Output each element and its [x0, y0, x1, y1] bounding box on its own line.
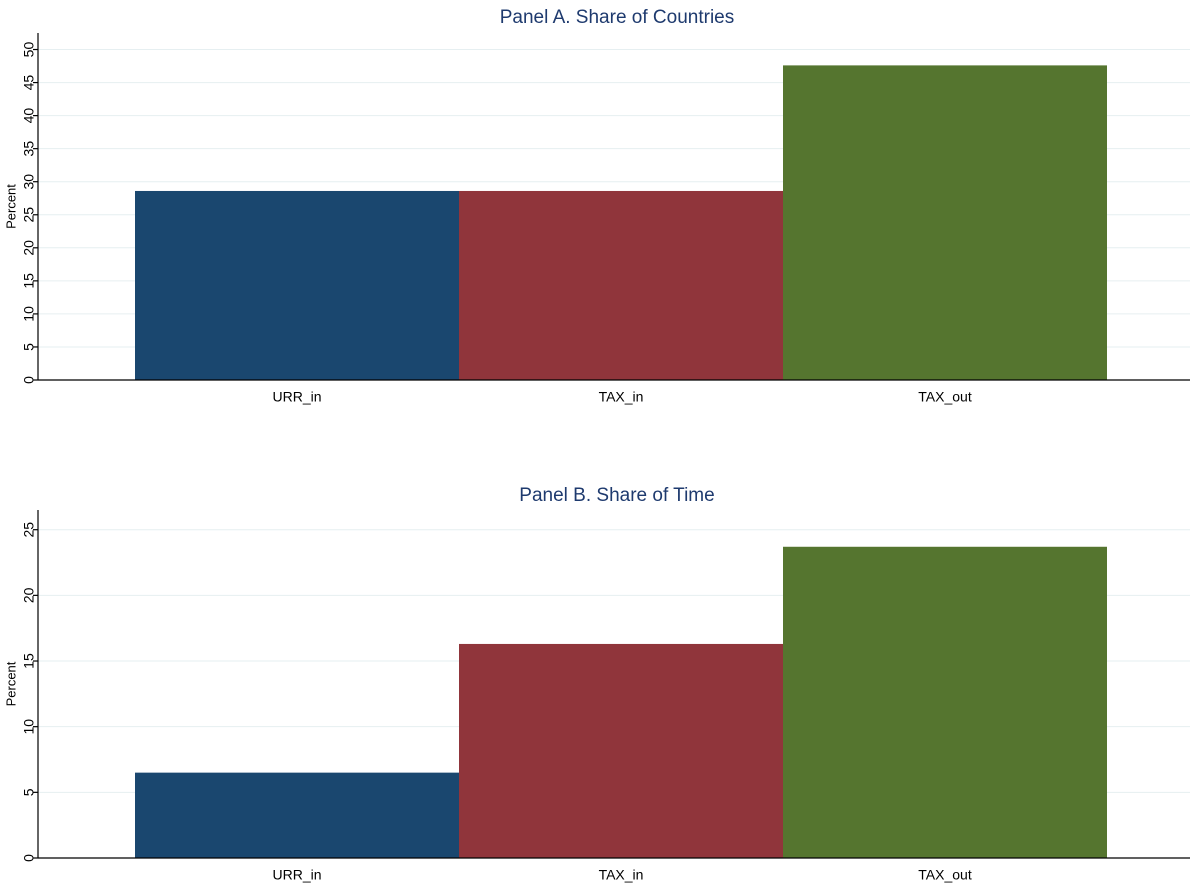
bar	[783, 546, 1107, 858]
bar	[459, 190, 783, 380]
y-tick-label: 35	[21, 141, 37, 157]
x-tick-label: TAX_out	[918, 867, 972, 883]
y-tick-label: 25	[21, 207, 37, 223]
y-tick-label: 15	[21, 273, 37, 289]
y-tick-label: 45	[21, 75, 37, 91]
y-tick-label: 15	[21, 653, 37, 669]
y-axis-label: Percent	[3, 661, 18, 706]
y-axis-label: Percent	[3, 184, 18, 229]
y-tick-label: 40	[21, 108, 37, 124]
y-tick-label: 50	[21, 42, 37, 58]
bar	[783, 65, 1107, 381]
y-tick-label: 5	[21, 788, 37, 796]
y-tick-label: 10	[21, 306, 37, 322]
x-tick-label: TAX_out	[918, 389, 972, 405]
panel-title: Panel B. Share of Time	[519, 485, 714, 506]
y-tick-label: 0	[21, 854, 37, 862]
y-tick-label: 25	[21, 522, 37, 538]
y-tick-label: 5	[21, 343, 37, 351]
x-tick-label: URR_in	[272, 389, 321, 405]
x-tick-label: TAX_in	[599, 389, 644, 405]
y-tick-label: 0	[21, 376, 37, 384]
panel-title: Panel A. Share of Countries	[500, 7, 734, 28]
y-tick-label: 20	[21, 587, 37, 603]
bar	[135, 772, 459, 858]
y-tick-label: 30	[21, 174, 37, 190]
bar	[135, 190, 459, 380]
y-tick-label: 10	[21, 719, 37, 735]
x-tick-label: TAX_in	[599, 867, 644, 883]
bar	[459, 643, 783, 858]
x-tick-label: URR_in	[272, 867, 321, 883]
y-tick-label: 20	[21, 240, 37, 256]
